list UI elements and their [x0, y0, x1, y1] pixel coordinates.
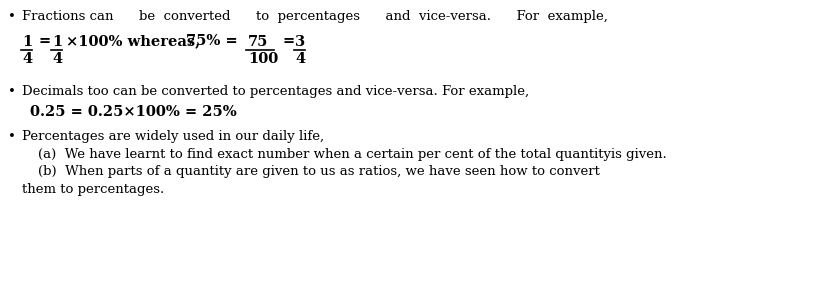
Text: them to percentages.: them to percentages. [22, 183, 164, 196]
Text: ×100% whereas,: ×100% whereas, [66, 34, 200, 48]
Text: =: = [38, 34, 50, 48]
Text: 100: 100 [248, 52, 278, 66]
Text: 1: 1 [52, 35, 62, 49]
Text: Percentages are widely used in our daily life,: Percentages are widely used in our daily… [22, 130, 324, 143]
Text: 0.25 = 0.25×100% = 25%: 0.25 = 0.25×100% = 25% [30, 105, 237, 119]
Text: •: • [8, 130, 16, 143]
Text: •: • [8, 85, 16, 98]
Text: 3: 3 [295, 35, 305, 49]
Text: 4: 4 [52, 52, 62, 66]
Text: 4: 4 [22, 52, 32, 66]
Text: =: = [282, 34, 294, 48]
Text: 75% =: 75% = [186, 34, 237, 48]
Text: 4: 4 [295, 52, 305, 66]
Text: •: • [8, 10, 16, 23]
Text: (b)  When parts of a quantity are given to us as ratios, we have seen how to con: (b) When parts of a quantity are given t… [38, 165, 600, 178]
Text: Fractions can      be  converted      to  percentages      and  vice-versa.     : Fractions can be converted to percentage… [22, 10, 608, 23]
Text: 75: 75 [248, 35, 268, 49]
Text: Decimals too can be converted to percentages and vice-versa. For example,: Decimals too can be converted to percent… [22, 85, 529, 98]
Text: (a)  We have learnt to find exact number when a certain per cent of the total qu: (a) We have learnt to find exact number … [38, 148, 667, 161]
Text: 1: 1 [22, 35, 33, 49]
